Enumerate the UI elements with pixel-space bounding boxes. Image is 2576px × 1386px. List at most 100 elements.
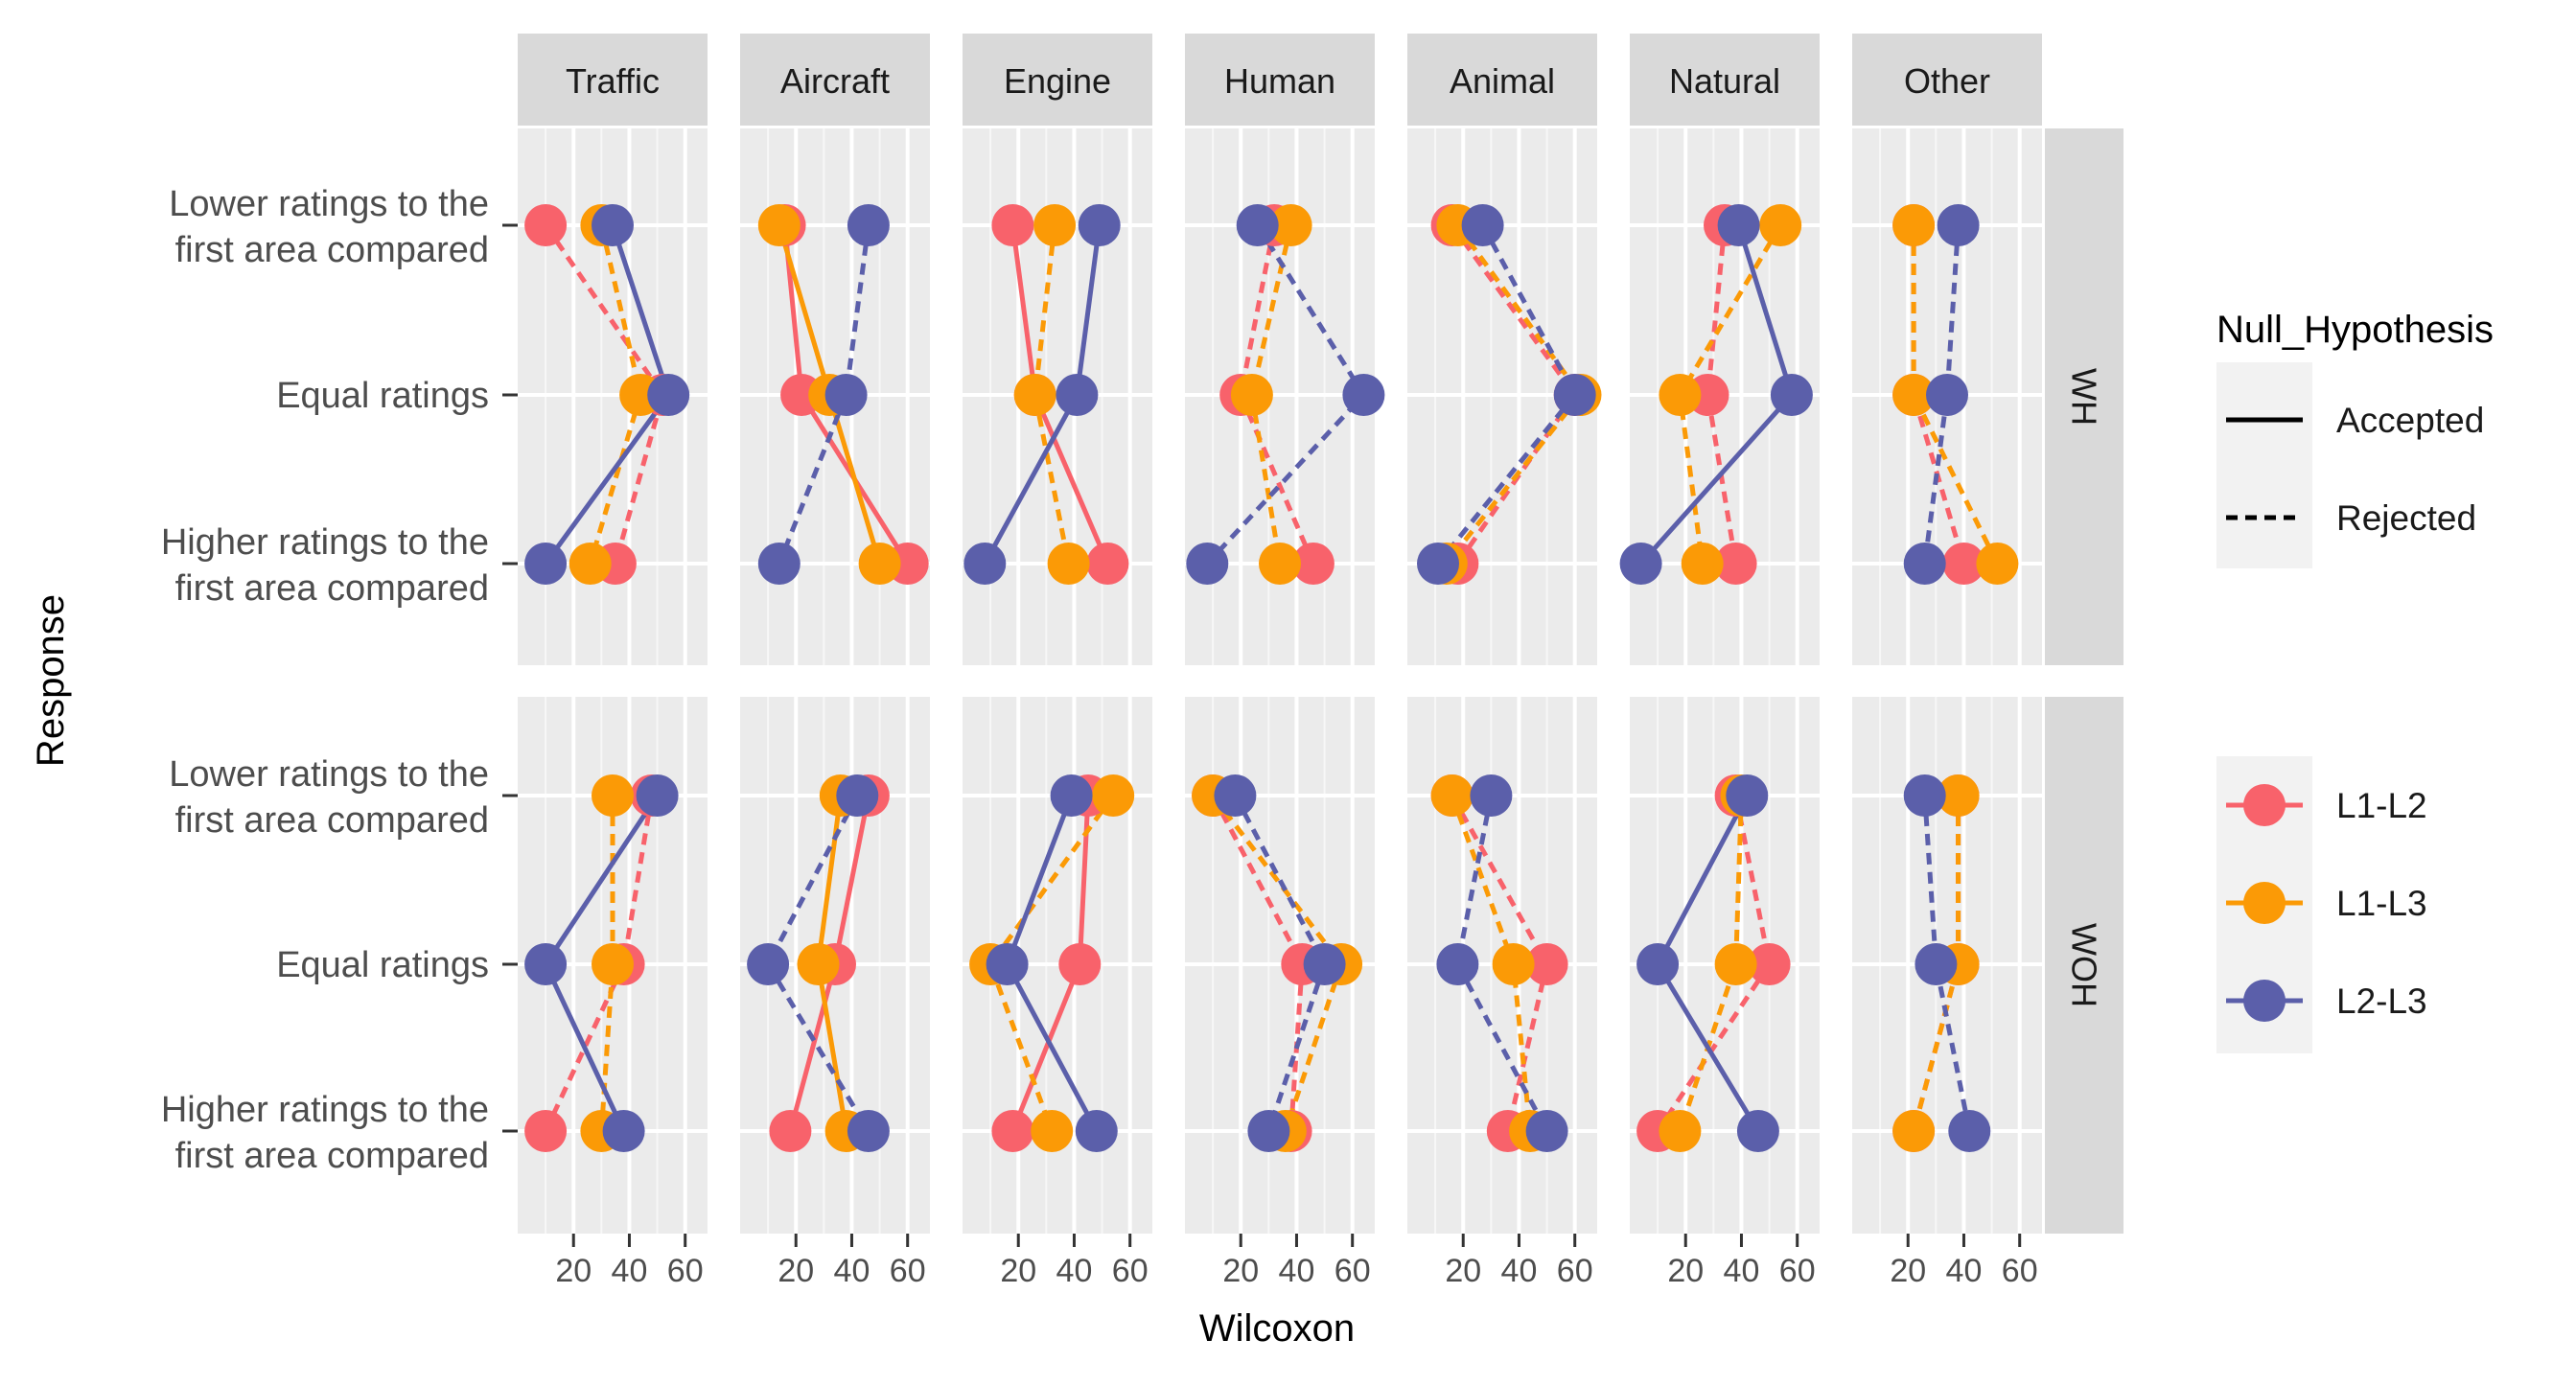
point-l1-l3-equal [1714, 943, 1757, 985]
x-tick-label: 20 [1890, 1253, 1926, 1289]
legend-label-l2-l3: L2-L3 [2336, 982, 2427, 1021]
point-l2-l3-lower [1903, 774, 1946, 817]
point-l1-l3-equal [1230, 374, 1273, 416]
y-tick-label-line: first area compared [175, 800, 489, 841]
series-line-l1-l3-rejected [1911, 225, 2000, 566]
point-l1-l2-higher [1942, 543, 1985, 585]
facet-label-natural: Natural [1669, 61, 1780, 101]
point-l2-l3-lower [1461, 204, 1504, 246]
point-l2-l3-lower [847, 204, 890, 246]
x-tick-label: 20 [777, 1253, 814, 1289]
point-l2-l3-equal [1436, 943, 1479, 985]
point-l1-l3-lower [1269, 204, 1312, 246]
y-tick-label-lower: Lower ratings to the first area compared [169, 754, 489, 841]
point-l2-l3-lower [836, 774, 879, 817]
point-l1-l3-lower [1092, 774, 1135, 817]
point-l2-l3-higher [847, 1110, 890, 1152]
facet-strip-traffic [518, 34, 708, 126]
panel-woh-animal [1407, 697, 1597, 1234]
x-tick-label: 60 [890, 1253, 926, 1289]
point-l1-l3-higher [1681, 543, 1724, 585]
facet-strip-natural [1630, 34, 1820, 126]
row-strip-wh [2045, 128, 2123, 665]
panel-woh-human [1185, 697, 1375, 1234]
point-l2-l3-lower [1050, 774, 1093, 817]
point-l2-l3-higher [1186, 543, 1229, 585]
point-l1-l3-higher [569, 543, 612, 585]
point-l1-l2-higher [769, 1110, 812, 1152]
series-line-l1-l2-rejected [1450, 223, 1578, 566]
point-l1-l2-equal [1058, 943, 1102, 985]
facet-label-engine: Engine [1004, 61, 1111, 101]
point-l1-l3-lower [592, 774, 634, 817]
facet-strip-engine [963, 34, 1152, 126]
panel-woh-aircraft [740, 697, 930, 1234]
point-l2-l3-equal [1915, 943, 1958, 985]
point-l1-l3-higher [1659, 1110, 1702, 1152]
point-l1-l2-equal [1748, 943, 1791, 985]
x-tick-label: 20 [1222, 1253, 1259, 1289]
y-tick-label-lower: Lower ratings to the first area compared [169, 184, 489, 270]
point-l1-l2-lower [524, 204, 568, 246]
point-l1-l2-higher [1714, 543, 1757, 585]
x-tick-label: 40 [1056, 1253, 1093, 1289]
point-l2-l3-equal [986, 943, 1029, 985]
point-l2-l3-equal [1056, 374, 1099, 416]
panel-wh-aircraft [740, 128, 930, 665]
point-l1-l3-higher [1259, 543, 1301, 585]
y-tick-label-line: Higher ratings to the [161, 1090, 489, 1130]
point-l2-l3-higher [524, 543, 568, 585]
row-strip-label-woh: WOH [2065, 923, 2104, 1007]
point-l2-l3-equal [1636, 943, 1680, 985]
point-l1-l3-higher [1031, 1110, 1074, 1152]
point-l2-l3-higher [1619, 543, 1662, 585]
x-tick-label: 60 [667, 1253, 704, 1289]
legend-label-accepted: Accepted [2336, 401, 2484, 440]
point-l1-l3-equal [1659, 374, 1702, 416]
series-line-l1-l2-rejected [543, 795, 655, 1133]
point-l2-l3-equal [1553, 374, 1596, 416]
facet-label-other: Other [1904, 61, 1990, 101]
point-l1-l3-equal [592, 943, 634, 985]
facet-strip-animal [1407, 34, 1597, 126]
point-l1-l3-lower [757, 204, 801, 246]
legend-key-point-l1-l3 [2243, 882, 2286, 924]
legend-label-rejected: Rejected [2336, 498, 2476, 538]
series-line-l1-l2-rejected [544, 223, 665, 565]
series-line-l2-l3-rejected [1233, 794, 1328, 1132]
point-l2-l3-equal [524, 943, 568, 985]
facet-label-aircraft: Aircraft [780, 61, 890, 101]
x-tick-label: 20 [1000, 1253, 1036, 1289]
y-axis-title: Response [30, 594, 72, 767]
x-tick-label: 60 [1557, 1253, 1593, 1289]
y-tick-label-line: first area compared [175, 1136, 489, 1176]
point-l2-l3-lower [1937, 204, 1980, 246]
legend-label-l1-l3: L1-L3 [2336, 884, 2427, 923]
point-l2-l3-lower [1236, 204, 1279, 246]
x-tick-label: 20 [1667, 1253, 1704, 1289]
point-l1-l3-lower [1430, 774, 1474, 817]
facet-strip-human [1185, 34, 1375, 126]
legend-title: Null_Hypothesis [2216, 309, 2494, 351]
legend-key-point-l1-l2 [2243, 784, 2286, 826]
point-l1-l3-higher [1047, 543, 1090, 585]
point-l1-l2-higher [991, 1110, 1034, 1152]
x-tick-label: 60 [1334, 1253, 1371, 1289]
y-tick-label-line: Lower ratings to the [169, 184, 489, 224]
point-l2-l3-higher [1075, 1110, 1118, 1152]
series-line-l1-l2-rejected [1210, 794, 1305, 1132]
point-l2-l3-higher [1525, 1110, 1568, 1152]
legend-label-l1-l2: L1-L2 [2336, 786, 2427, 825]
point-l2-l3-equal [1303, 943, 1346, 985]
point-l1-l3-lower [1937, 774, 1980, 817]
point-l1-l3-higher [1976, 543, 2019, 585]
facet-strips: Traffic Aircraft Engine Human Animal Natural O… [518, 34, 2042, 126]
point-l2-l3-lower [592, 204, 634, 246]
point-l2-l3-equal [1342, 374, 1385, 416]
point-l2-l3-higher [963, 543, 1007, 585]
point-l2-l3-higher [1948, 1110, 1991, 1152]
y-tick-label-higher: Higher ratings to the first area compared [161, 522, 489, 609]
point-l1-l3-equal [1013, 374, 1056, 416]
series-line-l1-l3-rejected [987, 794, 1116, 1132]
